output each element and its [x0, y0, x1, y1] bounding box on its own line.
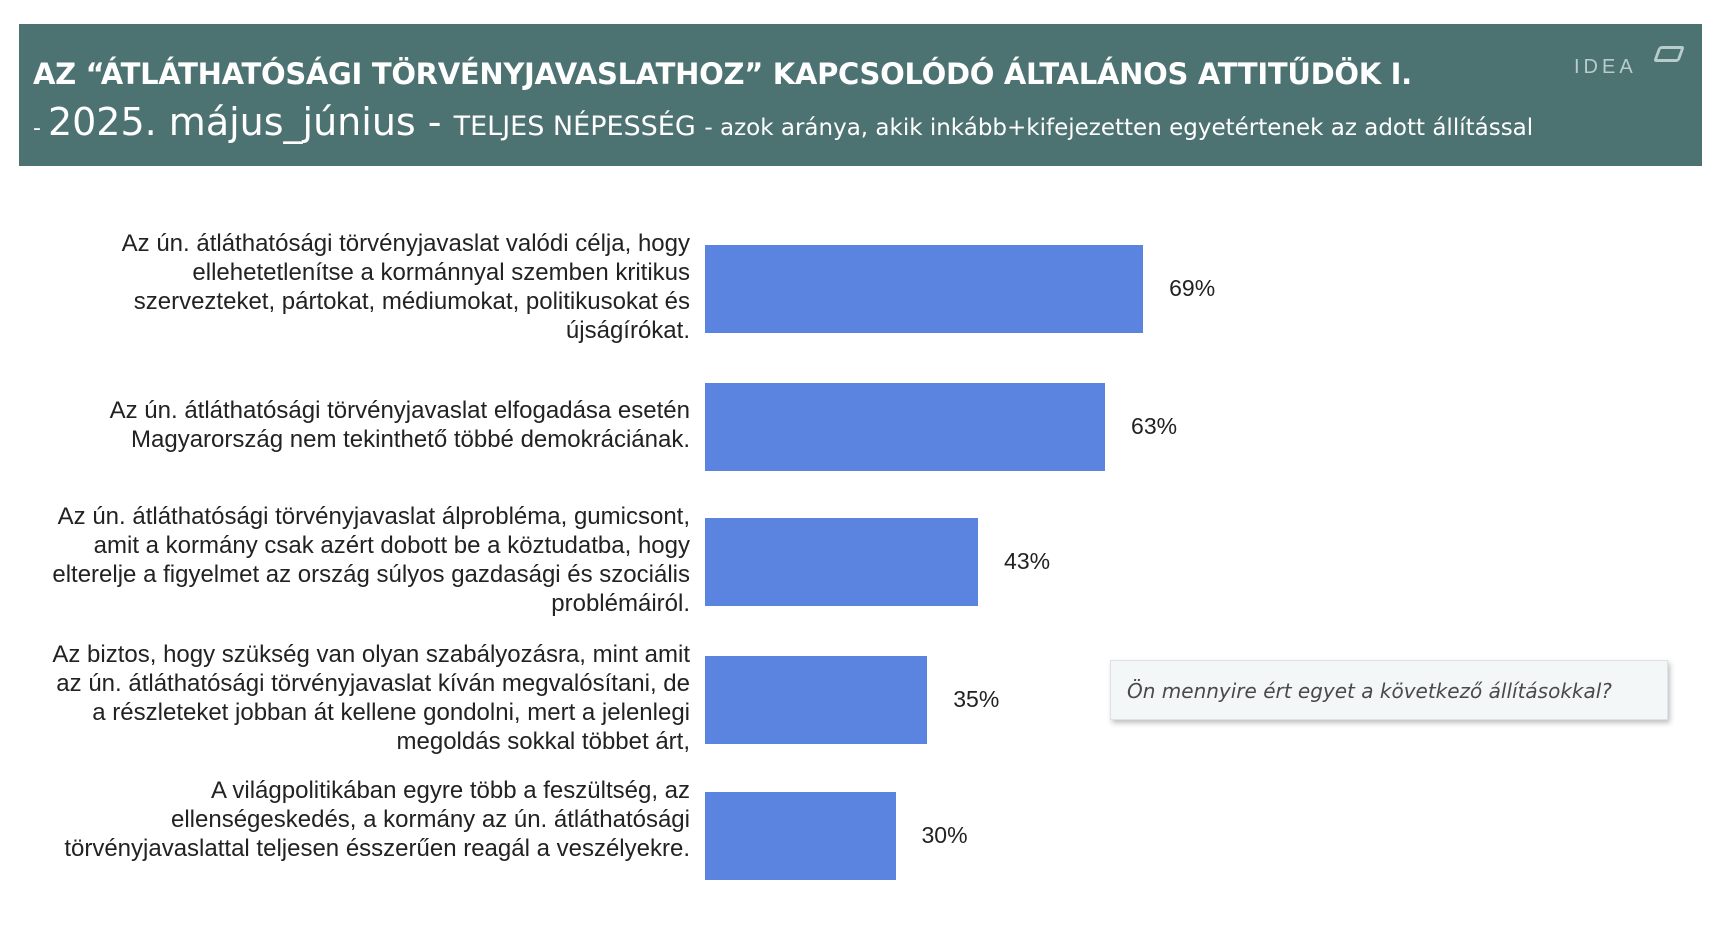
subtitle-dash: - [33, 116, 48, 141]
logo-text: IDEA [1574, 56, 1637, 78]
subtitle-description: - azok aránya, akik inkább+kifejezetten … [704, 115, 1534, 141]
value-label: 63% [1131, 413, 1178, 439]
category-label: Az ún. átláthatósági törvényjavaslat val… [121, 230, 690, 344]
header-banner: AZ “ÁTLÁTHATÓSÁGI TÖRVÉNYJAVASLATHOZ” KA… [19, 24, 1702, 166]
value-label: 35% [953, 686, 1000, 712]
subtitle-population: TELJES NÉPESSÉG [453, 111, 705, 142]
value-label: 30% [921, 822, 968, 848]
bar [705, 792, 896, 880]
value-label: 43% [1004, 548, 1051, 574]
subtitle-date: 2025. május_június - [47, 100, 454, 144]
value-label: 69% [1169, 275, 1216, 301]
bar [705, 383, 1106, 471]
subtitle: - 2025. május_június - TELJES NÉPESSÉG -… [33, 100, 1533, 144]
question-text: Ön mennyire ért egyet a következő állítá… [1127, 679, 1612, 703]
category-label: A világpolitikában egyre több a feszülts… [64, 777, 690, 862]
page-title: AZ “ÁTLÁTHATÓSÁGI TÖRVÉNYJAVASLATHOZ” KA… [33, 57, 1412, 91]
idea-logo: IDEA [1574, 42, 1685, 82]
category-label: Az biztos, hogy szükség van olyan szabál… [52, 641, 690, 755]
bar [705, 518, 979, 606]
bar [705, 245, 1144, 333]
question-box: Ön mennyire ért egyet a következő állítá… [1110, 660, 1668, 720]
category-label: Az ún. átláthatósági törvényjavaslat elf… [109, 397, 690, 453]
category-label: Az ún. átláthatósági törvényjavaslat álp… [52, 503, 690, 617]
bar [705, 656, 928, 744]
